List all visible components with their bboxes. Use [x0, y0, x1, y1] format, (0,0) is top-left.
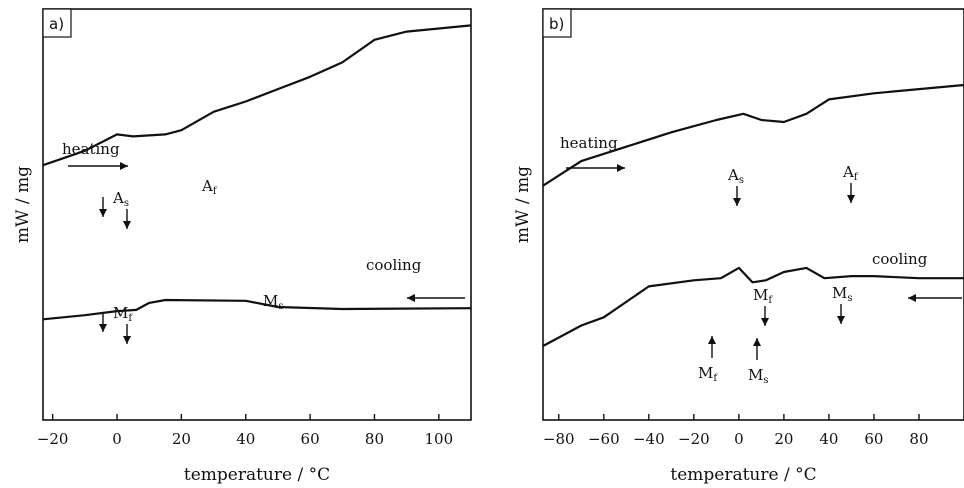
series-cooling-line: [42, 298, 472, 321]
y-axis-label: mW / mg: [13, 166, 33, 243]
x-tick-label: 80: [909, 430, 928, 448]
transition-subscript: f: [713, 373, 718, 384]
x-tick-label: 20: [172, 430, 191, 448]
transition-subscript: s: [847, 293, 852, 304]
x-tick-label: 40: [236, 430, 255, 448]
transition-subscript: f: [854, 172, 859, 183]
transition-main: M: [748, 366, 763, 384]
transition-arrow-As-head: [733, 198, 741, 206]
transition-subscript: f: [768, 295, 773, 306]
transition-subscript: f: [213, 186, 218, 197]
heating-direction-arrow-head: [120, 162, 128, 170]
heating-direction-arrow-head: [617, 164, 625, 172]
transition-main: A: [201, 177, 213, 195]
x-tick-label: 80: [365, 430, 384, 448]
x-tick-label: 100: [424, 430, 453, 448]
transition-arrow-Ms-head: [753, 338, 761, 346]
y-axis-label: mW / mg: [513, 166, 533, 243]
transition-main: A: [842, 163, 854, 181]
transition-arrow-As-head: [123, 221, 131, 229]
x-axis-label: temperature / °C: [184, 465, 330, 485]
transition-main: M: [698, 364, 713, 382]
heating-label: heating: [560, 134, 618, 152]
transition-label-Ms: Ms: [832, 284, 853, 304]
transition-label-Mf: Mf: [698, 364, 718, 384]
x-tick-label: −20: [678, 430, 710, 448]
plot-frame: [542, 8, 964, 421]
cooling-direction-arrow-head: [407, 294, 415, 302]
transition-subscript: s: [763, 375, 768, 386]
x-tick-label: −60: [588, 430, 620, 448]
transition-label-Ms: Ms: [748, 366, 769, 386]
x-tick-label: −40: [633, 430, 665, 448]
series-heating-line: [542, 83, 964, 187]
panel-label-box: [542, 8, 572, 38]
transition-label-Mf: Mf: [113, 304, 133, 324]
transition-label-As: As: [112, 189, 129, 209]
transition-arrow-Mf-head: [708, 336, 716, 344]
series-cooling-line: [542, 266, 964, 347]
cooling-label: cooling: [366, 256, 422, 274]
x-tick-label: 60: [301, 430, 320, 448]
x-tick-label: −20: [37, 430, 69, 448]
chart-panel-b: b) −80 −60 −40 −20 0 20 40 60 80 temperature / °C m…: [513, 8, 964, 485]
transition-arrow-Af-head: [99, 209, 107, 217]
panel-label-box: [42, 8, 72, 38]
transition-label-Af: Af: [842, 163, 859, 183]
transition-label-Af: Af: [201, 177, 218, 197]
transition-main: M: [263, 292, 278, 310]
x-tick-label: −80: [543, 430, 575, 448]
panel-label: a): [49, 15, 64, 33]
transition-main: M: [753, 286, 768, 304]
transition-arrow-Af-head: [847, 195, 855, 203]
transition-arrow-Ms-head: [837, 316, 845, 324]
cooling-direction-arrow-head: [908, 294, 916, 302]
transition-label-As: As: [727, 166, 744, 186]
transition-arrow-Mf-head: [761, 318, 769, 326]
transition-label-Mf: Mf: [753, 286, 773, 306]
heating-label: heating: [62, 140, 120, 158]
transition-arrow-Mf-head: [123, 336, 131, 344]
x-tick-label: 0: [734, 430, 744, 448]
plot-frame: [42, 8, 472, 421]
transition-main: M: [832, 284, 847, 302]
x-axis-label: temperature / °C: [670, 465, 816, 485]
chart-panel-a: a) −20 0 20 40 60 80 100 temperature / °C mW / mg…: [13, 8, 472, 485]
transition-main: M: [113, 304, 128, 322]
x-tick-label: 60: [864, 430, 883, 448]
transition-arrow-Ms-head: [99, 324, 107, 332]
series-heating-line: [42, 24, 472, 167]
transition-subscript: s: [278, 301, 283, 312]
transition-main: A: [727, 166, 739, 184]
transition-subscript: f: [128, 313, 133, 324]
transition-label-Ms: Ms: [263, 292, 284, 312]
transition-subscript: s: [739, 175, 744, 186]
x-tick-label: 40: [819, 430, 838, 448]
x-tick-label: 20: [774, 430, 793, 448]
panel-label: b): [549, 15, 564, 33]
cooling-label: cooling: [872, 250, 928, 268]
transition-main: A: [112, 189, 124, 207]
transition-subscript: s: [124, 198, 129, 209]
x-tick-label: 0: [112, 430, 122, 448]
